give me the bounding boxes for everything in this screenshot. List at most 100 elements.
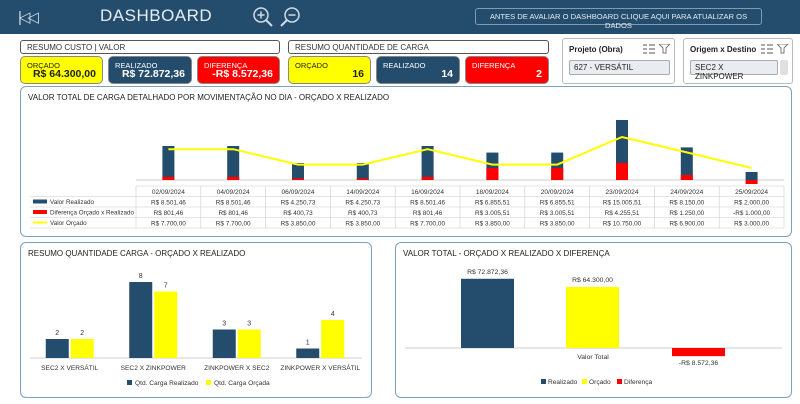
orcado-cell: R$ 3.850,00 (281, 221, 316, 228)
legend-entry: Diferença Orçado x Realizado (50, 210, 134, 217)
bar-realizado (292, 162, 304, 180)
qty-category-label: ZINKPOWER X VERSÁTIL (280, 363, 360, 372)
cost-orcado-card: ORÇADO R$ 64.300,00 (20, 56, 103, 84)
realizado-cell: R$ 4.250,73 (281, 200, 316, 207)
qty-realizado-label: 3 (222, 321, 226, 328)
bar-diferenca (421, 176, 434, 180)
orcado-cell: R$ 7.700,00 (151, 221, 186, 228)
bar-realizado (162, 145, 175, 180)
bar-total-realizado (461, 278, 514, 348)
orcado-cell: R$ 7.700,00 (410, 221, 445, 228)
diferenca-cell: R$ 3.005,51 (540, 210, 575, 217)
cost-diferenca-value: -R$ 8.572,36 (212, 68, 273, 80)
back-icon[interactable]: |◁◁ (18, 9, 39, 26)
legend-entry: Orçado (589, 379, 611, 386)
qty-summary-header: RESUMO QUANTIDADE DE CARGA (288, 40, 549, 54)
realizado-cell: R$ 6.855,51 (540, 200, 575, 207)
diferenca-cell: -R$ 1.000,00 (733, 210, 770, 217)
realizado-cell: R$ 4.250,73 (345, 200, 380, 207)
orcado-cell: R$ 3.850,00 (540, 221, 575, 228)
total-value-label: R$ 72.872,36 (467, 269, 508, 276)
legend-swatch (33, 210, 47, 214)
qty-realizado-label: REALIZADO (383, 61, 426, 70)
qty-category-label: SEC2 X VERSÁTIL (41, 363, 99, 372)
legend-swatch (617, 379, 622, 384)
qty-orcada-label: 4 (331, 311, 335, 318)
qty-chart-panel: RESUMO QUANTIDADE CARGA - ORÇADO X REALI… (20, 242, 372, 398)
qty-chart: 2 2 SEC2 X VERSÁTIL 8 7 SEC2 X ZINKPOWER 3 3 ZIN… (30, 273, 362, 387)
bar-total-orcado (566, 286, 619, 348)
qty-chart-title: RESUMO QUANTIDADE CARGA - ORÇADO X REALI… (28, 249, 246, 258)
line-orcado (168, 135, 752, 169)
date-label: 02/09/2024 (152, 189, 185, 196)
diferenca-cell: R$ 400,73 (348, 210, 378, 217)
legend-entry: Qtd. Carga Realizado (135, 380, 199, 387)
diferenca-cell: R$ 4.255,51 (605, 210, 640, 217)
orcado-cell: R$ 3.000,00 (734, 221, 769, 228)
qty-orcada-label: 7 (164, 283, 168, 290)
bar-diferenca (616, 162, 628, 180)
qty-realizado-label: 2 (55, 330, 59, 337)
bar-qty-realizado (296, 348, 320, 358)
date-label: 18/09/2024 (476, 189, 509, 196)
route-filter-value[interactable]: SEC2 X ZINKPOWER (690, 60, 778, 81)
legend-swatch (33, 199, 47, 204)
page-title: DASHBOARD (100, 6, 213, 25)
bar-diferenca (680, 175, 693, 180)
legend-swatch (127, 380, 132, 385)
date-label: 06/09/2024 (281, 189, 314, 196)
bar-qty-orcada (321, 320, 345, 358)
total-value-label: -R$ 8.572,36 (679, 360, 719, 367)
qty-orcado-card: ORÇADO 16 (288, 56, 371, 84)
project-filter-value[interactable]: 627 - VERSÁTIL (569, 60, 670, 75)
multi-select-icon[interactable] (761, 44, 773, 54)
diferenca-cell: R$ 3.005,51 (475, 210, 510, 217)
date-label: 24/09/2024 (670, 189, 703, 196)
date-label: 25/09/2024 (735, 189, 768, 196)
date-label: 23/09/2024 (605, 189, 638, 196)
orcado-cell: R$ 6.900,00 (669, 221, 704, 228)
bar-qty-realizado (45, 339, 69, 358)
legend-entry: Valor Orçado (50, 220, 87, 227)
bar-diferenca (745, 180, 758, 184)
bar-diferenca (227, 176, 240, 180)
filter-scrollbar[interactable] (780, 60, 788, 75)
qty-orcada-label: 2 (80, 330, 84, 337)
qty-category-label: SEC2 X ZINKPOWER (121, 365, 186, 372)
bar-realizado (227, 145, 240, 180)
total-value-label: R$ 64.300,00 (572, 277, 613, 284)
bar-diferenca (551, 167, 564, 180)
cost-summary-header: RESUMO CUSTO | VALOR (20, 40, 280, 54)
diferenca-cell: R$ 801,46 (413, 210, 443, 217)
diferenca-cell: R$ 400,73 (283, 210, 313, 217)
total-chart: R$ 72.872,36 R$ 64.300,00 -R$ 8.572,36 Valo… (405, 269, 782, 386)
realizado-cell: R$ 8.150,00 (669, 200, 704, 207)
legend-swatch (541, 379, 546, 384)
date-label: 20/09/2024 (541, 189, 574, 196)
qty-diferenca-value: 2 (536, 68, 542, 80)
bar-diferenca (356, 178, 369, 180)
multi-select-icon[interactable] (643, 44, 655, 54)
realizado-cell: R$ 15.005,51 (603, 200, 642, 207)
bar-realizado (745, 172, 758, 180)
cost-realizado-card: REALIZADO R$ 72.872,36 (108, 56, 192, 84)
qty-diferenca-card: DIFERENÇA 2 (465, 56, 549, 84)
legend-entry: Valor Realizado (50, 199, 94, 206)
project-filter: Projeto (Obra) 627 - VERSÁTIL (562, 38, 675, 84)
cost-diferenca-card: DIFERENÇA -R$ 8.572,36 (197, 56, 280, 84)
top-bar: |◁◁ DASHBOARD ANTES DE AVALIAR O DASHBOA… (0, 0, 800, 34)
zoom-out-icon[interactable] (278, 5, 302, 29)
date-label: 16/09/2024 (411, 189, 444, 196)
daily-chart: 02/09/2024 R$ 8.501,46 R$ 801,46 R$ 7.700,0… (30, 119, 785, 229)
orcado-cell: R$ 10.750,00 (603, 221, 642, 228)
cost-orcado-label: ORÇADO (27, 61, 60, 70)
clear-filter-icon[interactable] (777, 44, 789, 54)
clear-filter-icon[interactable] (659, 44, 671, 54)
zoom-in-icon[interactable] (251, 5, 275, 29)
bar-qty-orcada (70, 339, 94, 358)
route-filter-title: Origem x Destino (690, 45, 757, 54)
cost-realizado-value: R$ 72.872,36 (121, 68, 185, 80)
refresh-data-button[interactable]: ANTES DE AVALIAR O DASHBOARD CLIQUE AQUI… (475, 8, 762, 30)
qty-orcado-value: 16 (352, 68, 364, 80)
realizado-cell: R$ 8.501,46 (216, 200, 251, 207)
